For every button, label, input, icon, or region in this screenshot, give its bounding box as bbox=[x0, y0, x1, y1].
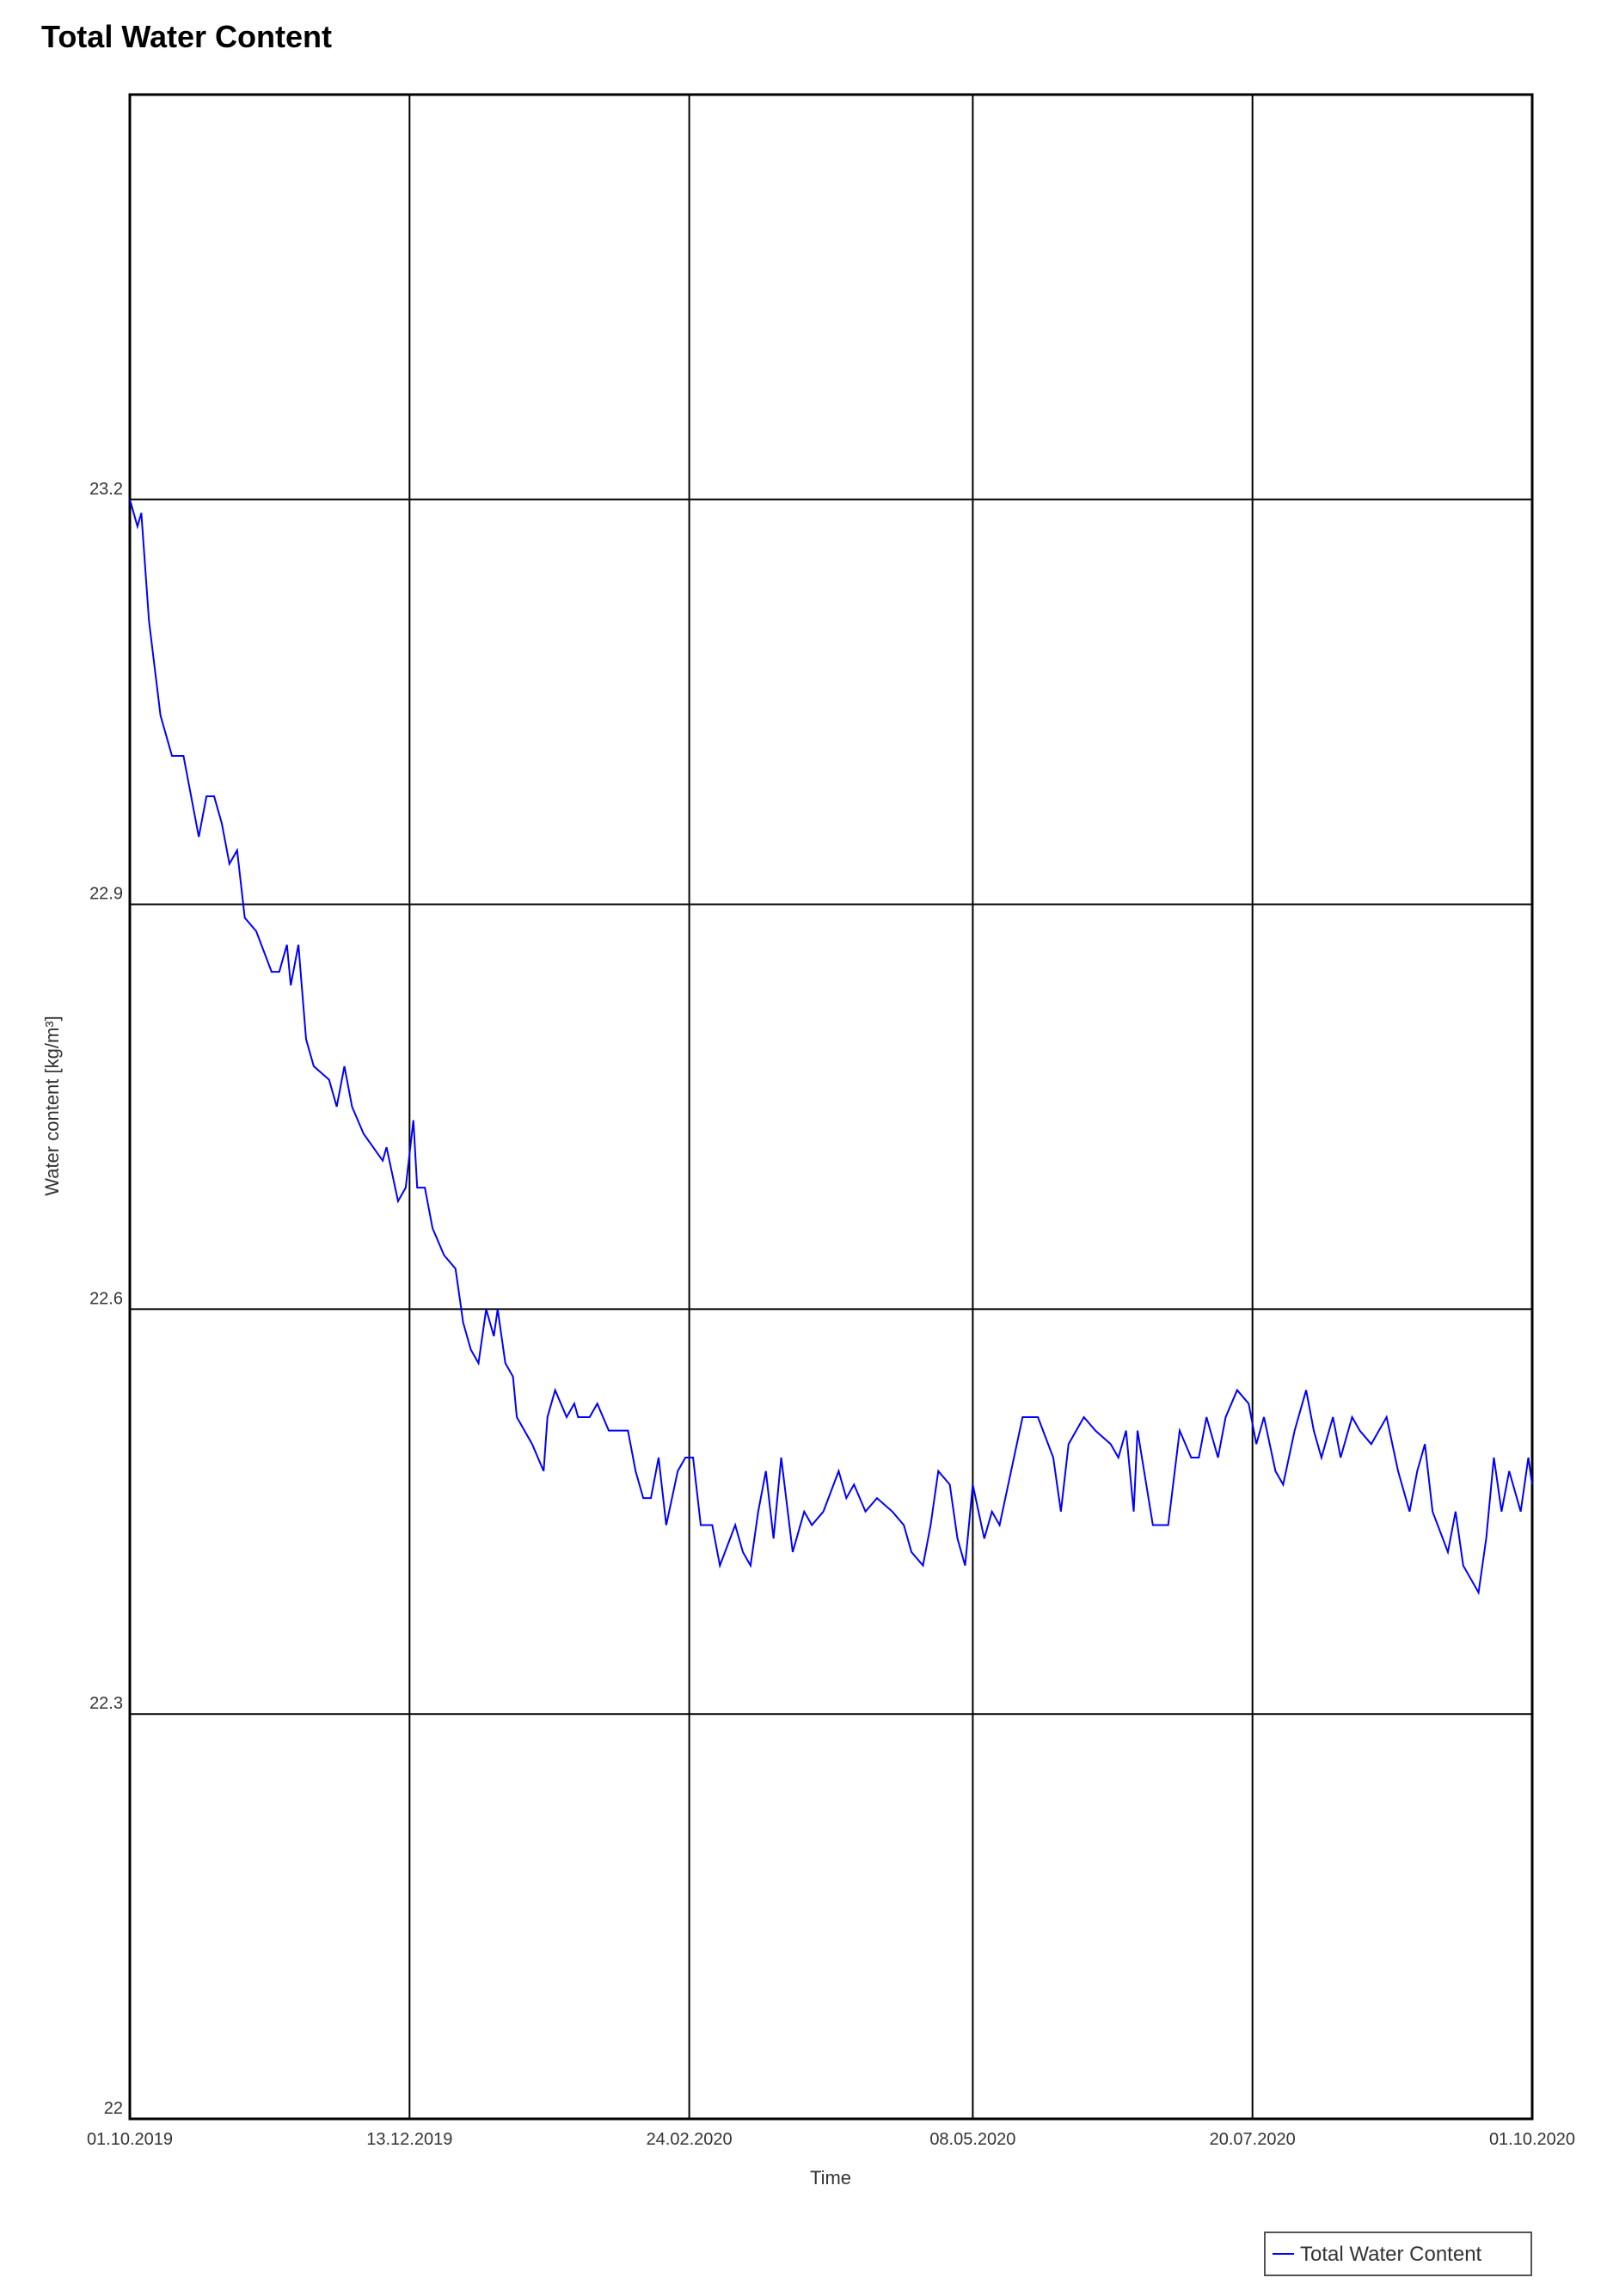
x-tick-label: 01.10.2020 bbox=[1489, 2130, 1575, 2149]
data-line bbox=[129, 499, 1533, 1596]
legend-box bbox=[1264, 2232, 1532, 2276]
plot-frame bbox=[128, 93, 1534, 2121]
x-tick-label: 01.10.2019 bbox=[87, 2130, 173, 2149]
y-tick-label: 22.9 bbox=[89, 885, 123, 904]
x-tick-label: 13.12.2019 bbox=[366, 2130, 452, 2149]
y-tick-label: 22.3 bbox=[89, 1694, 123, 1713]
x-tick-label: 24.02.2020 bbox=[647, 2130, 733, 2149]
y-tick-label: 22 bbox=[104, 2099, 123, 2118]
y-axis-label: Water content [kg/m³] bbox=[41, 1016, 63, 1195]
x-tick-label: 20.07.2020 bbox=[1210, 2130, 1296, 2149]
y-tick-label: 23.2 bbox=[89, 480, 123, 499]
legend-label: Total Water Content bbox=[1300, 2243, 1482, 2266]
x-tick-label: 08.05.2020 bbox=[929, 2130, 1015, 2149]
x-axis-label: Time bbox=[810, 2167, 851, 2189]
y-tick-label: 22.6 bbox=[89, 1289, 123, 1308]
chart-title: Total Water Content bbox=[41, 19, 332, 54]
